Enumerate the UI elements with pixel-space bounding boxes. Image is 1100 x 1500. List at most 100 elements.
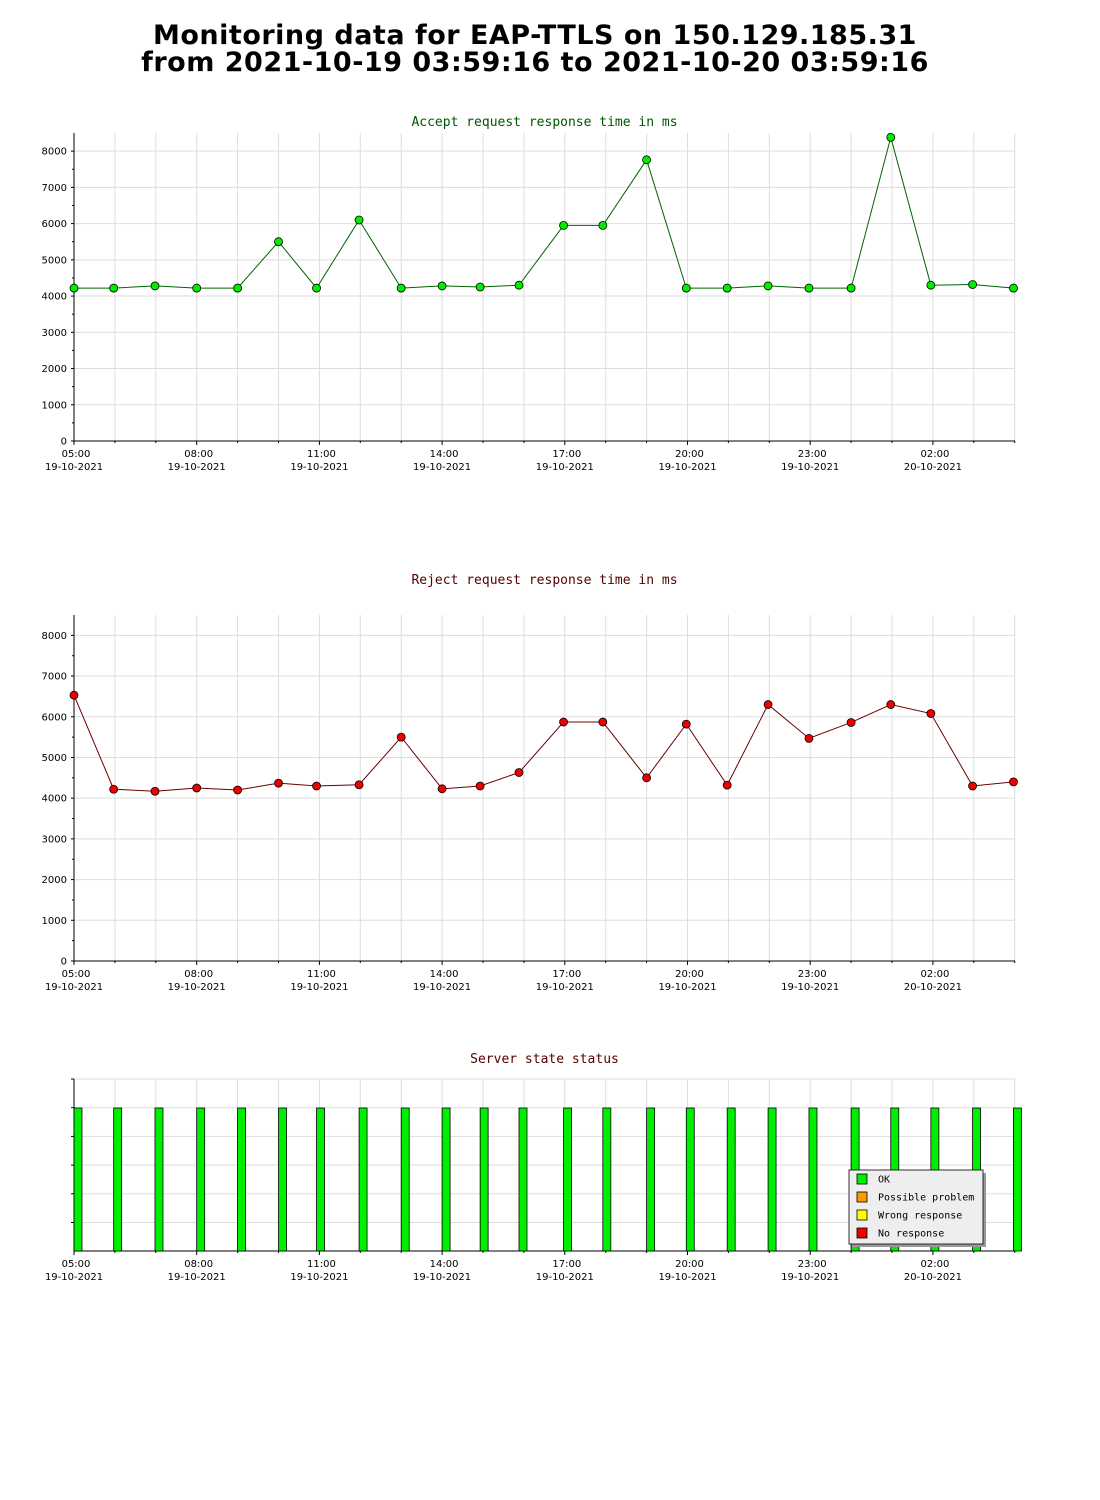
status-bar [154,1107,164,1252]
y-tick-label: 5000 [42,255,67,266]
status-bar [518,1107,528,1252]
x-tick-label-date: 19-10-2021 [781,982,839,993]
x-tick-label-time: 11:00 [307,449,336,460]
status-bar [479,1107,489,1252]
data-point [846,283,856,293]
x-tick-label-time: 02:00 [920,969,949,980]
y-tick-label: 7000 [42,672,67,683]
x-tick-label-time: 11:00 [307,969,336,980]
chart-title: Server state status [470,1052,619,1067]
data-point [804,733,814,743]
chart-title: Reject request response time in ms [411,573,677,588]
x-tick-label-time: 20:00 [675,449,704,460]
data-point [886,132,896,142]
data-point [354,780,364,790]
data-point [69,690,79,700]
data-point [475,781,485,791]
x-tick-label-time: 11:00 [307,1259,336,1270]
data-point [150,281,160,291]
data-point [354,215,364,225]
data-point [1009,777,1018,787]
x-tick-label-time: 08:00 [184,969,213,980]
data-point [1009,283,1018,293]
status-bar [726,1107,736,1252]
data-point [233,283,243,293]
x-tick-label-time: 23:00 [798,969,827,980]
x-tick-label-time: 05:00 [62,449,91,460]
status-bar [400,1107,410,1252]
data-point [681,283,691,293]
x-tick-label-date: 19-10-2021 [781,1272,839,1283]
status-bar [808,1107,818,1252]
x-tick-label-time: 17:00 [552,449,581,460]
x-tick-label-date: 19-10-2021 [168,462,226,473]
chart-1: Accept request response time in ms 0 1000 2… [42,115,1018,473]
data-point [150,786,160,796]
status-bar [278,1107,287,1252]
x-tick-label-time: 02:00 [920,449,949,460]
data-point [475,282,485,292]
x-tick-label-time: 20:00 [675,1259,704,1270]
legend-swatch [856,1173,868,1185]
y-tick-label: 3000 [42,834,67,845]
x-tick-label-time: 05:00 [62,969,91,980]
data-point [763,700,773,709]
data-point [804,283,814,293]
y-tick-label: 0 [61,957,67,968]
status-bar [358,1107,368,1252]
legend-swatch [856,1209,868,1221]
data-point [968,781,977,791]
x-tick-label-time: 20:00 [675,969,704,980]
x-tick-label-time: 08:00 [184,449,213,460]
data-point [722,283,732,293]
status-bar [237,1107,247,1252]
y-tick-label: 4000 [42,292,67,303]
data-point [437,281,447,291]
y-tick-label: 3000 [42,328,67,339]
legend-label: Wrong response [878,1211,962,1222]
x-tick-label-time: 14:00 [430,969,459,980]
status-bar [685,1107,695,1252]
x-tick-label-date: 19-10-2021 [290,1272,348,1283]
legend-swatch [856,1191,868,1203]
data-point [274,778,283,788]
data-point [437,784,447,794]
y-tick-label: 1000 [42,400,67,411]
data-point [192,783,202,793]
data-point [681,719,691,729]
chart-title: Accept request response time in ms [411,115,677,130]
data-point [312,781,321,791]
status-bar [563,1107,572,1252]
x-tick-label-date: 19-10-2021 [536,462,594,473]
data-point [109,784,119,794]
x-tick-label-date: 19-10-2021 [658,1272,716,1283]
y-tick-label: 7000 [42,183,67,194]
x-tick-label-date: 19-10-2021 [536,1272,594,1283]
data-point [642,155,651,165]
y-tick-label: 0 [61,437,67,448]
data-point [274,237,283,247]
y-tick-label: 4000 [42,794,67,805]
status-bar [1013,1107,1022,1252]
chart-3: Server state status 05:00 19-10-2021 08:00 1… [45,1052,1022,1283]
data-point [846,718,856,727]
data-point [642,773,651,783]
data-point [514,280,524,290]
legend-label: No response [878,1229,944,1240]
data-point [514,768,524,777]
series-line [73,694,1014,792]
status-bar [602,1107,612,1252]
x-tick-label-date: 19-10-2021 [413,982,471,993]
x-tick-label-time: 17:00 [552,969,581,980]
data-point [69,283,79,293]
legend-label: OK [878,1175,890,1186]
data-point [192,283,202,293]
x-tick-label-date: 19-10-2021 [45,462,103,473]
x-tick-label-date: 19-10-2021 [168,1272,226,1283]
y-tick-label: 6000 [42,712,67,723]
x-tick-label-date: 19-10-2021 [413,1272,471,1283]
x-tick-label-date: 19-10-2021 [45,1272,103,1283]
page-title: Monitoring data for EAP-TTLS on 150.129.… [0,22,1070,76]
x-tick-label-date: 19-10-2021 [781,462,839,473]
